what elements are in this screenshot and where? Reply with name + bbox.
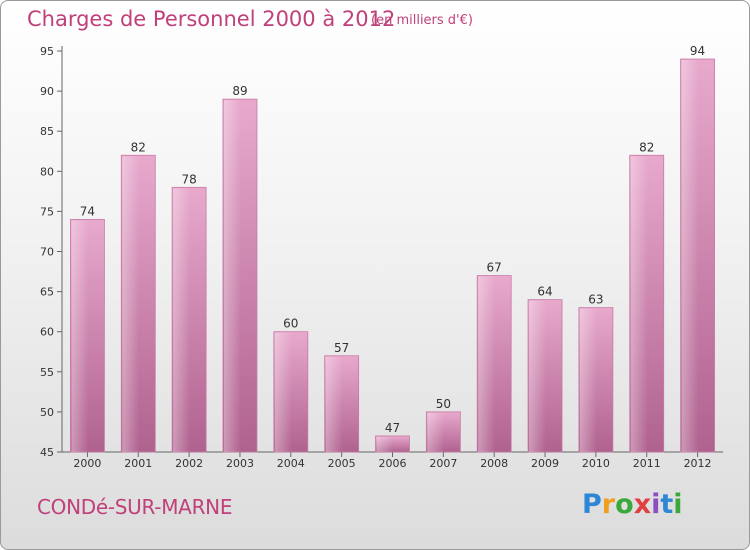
bar-value-label: 94 <box>690 44 705 58</box>
x-tick-label: 2009 <box>531 457 559 470</box>
chart-subtitle: (en milliers d'€) <box>371 13 473 28</box>
bar-value-label: 78 <box>181 172 196 186</box>
x-tick-label: 2000 <box>73 457 101 470</box>
bar-highlight <box>681 60 699 453</box>
x-tick-label: 2010 <box>582 457 610 470</box>
proxiti-logo[interactable]: Proxiti <box>582 489 683 520</box>
bar-value-label: 82 <box>639 140 654 154</box>
y-tick-label: 50 <box>40 406 54 419</box>
town-name: CONDé-SUR-MARNE <box>37 495 233 519</box>
y-tick-label: 65 <box>40 286 54 299</box>
bar-value-label: 50 <box>436 397 451 411</box>
bar-value-label: 60 <box>283 317 298 331</box>
y-tick-label: 90 <box>40 85 54 98</box>
bar-value-label: 74 <box>80 204 95 218</box>
x-tick-label: 2007 <box>429 457 457 470</box>
bar-highlight <box>630 156 648 452</box>
bar-highlight <box>71 220 89 452</box>
bar-value-label: 63 <box>588 293 603 307</box>
bar-highlight <box>579 308 597 452</box>
logo-letter: i <box>673 489 683 520</box>
logo-letter: o <box>615 489 634 520</box>
y-tick-label: 95 <box>40 45 54 58</box>
x-tick-label: 2001 <box>124 457 152 470</box>
bar-highlight <box>376 436 394 452</box>
chart-title: Charges de Personnel 2000 à 2012 <box>27 7 396 31</box>
y-tick-label: 55 <box>40 366 54 379</box>
bar-value-label: 89 <box>232 84 247 98</box>
x-tick-label: 2012 <box>684 457 712 470</box>
bar-highlight <box>173 188 191 452</box>
bar-value-label: 64 <box>537 285 552 299</box>
logo-letter: t <box>660 489 674 520</box>
x-tick-label: 2008 <box>480 457 508 470</box>
y-tick-label: 45 <box>40 446 54 459</box>
x-tick-label: 2003 <box>226 457 254 470</box>
bar-value-label: 67 <box>487 261 502 275</box>
y-tick-label: 75 <box>40 205 54 218</box>
x-tick-label: 2005 <box>328 457 356 470</box>
y-tick-label: 80 <box>40 165 54 178</box>
bar-highlight <box>274 332 292 452</box>
bar-highlight <box>122 156 140 452</box>
logo-letter: r <box>601 489 616 520</box>
bar-highlight <box>427 412 445 452</box>
x-tick-label: 2011 <box>633 457 661 470</box>
bar-value-label: 57 <box>334 341 349 355</box>
bar-highlight <box>478 276 496 452</box>
logo-letter: x <box>633 489 652 520</box>
y-tick-label: 70 <box>40 246 54 259</box>
logo-letter: i <box>651 489 661 520</box>
y-tick-label: 85 <box>40 125 54 138</box>
labels: 74 2000 82 2001 78 2002 89 2003 60 2004 57 2005 47 20… <box>73 44 711 470</box>
x-tick-label: 2002 <box>175 457 203 470</box>
x-tick-label: 2006 <box>379 457 407 470</box>
bar-highlight <box>223 100 241 453</box>
logo-letter: P <box>582 489 602 520</box>
bar-value-label: 82 <box>131 140 146 154</box>
y-tick-label: 60 <box>40 326 54 339</box>
x-tick-label: 2004 <box>277 457 305 470</box>
bars <box>70 58 715 453</box>
bar-highlight <box>325 356 343 452</box>
bar-highlight <box>529 300 547 452</box>
bar-value-label: 47 <box>385 421 400 435</box>
